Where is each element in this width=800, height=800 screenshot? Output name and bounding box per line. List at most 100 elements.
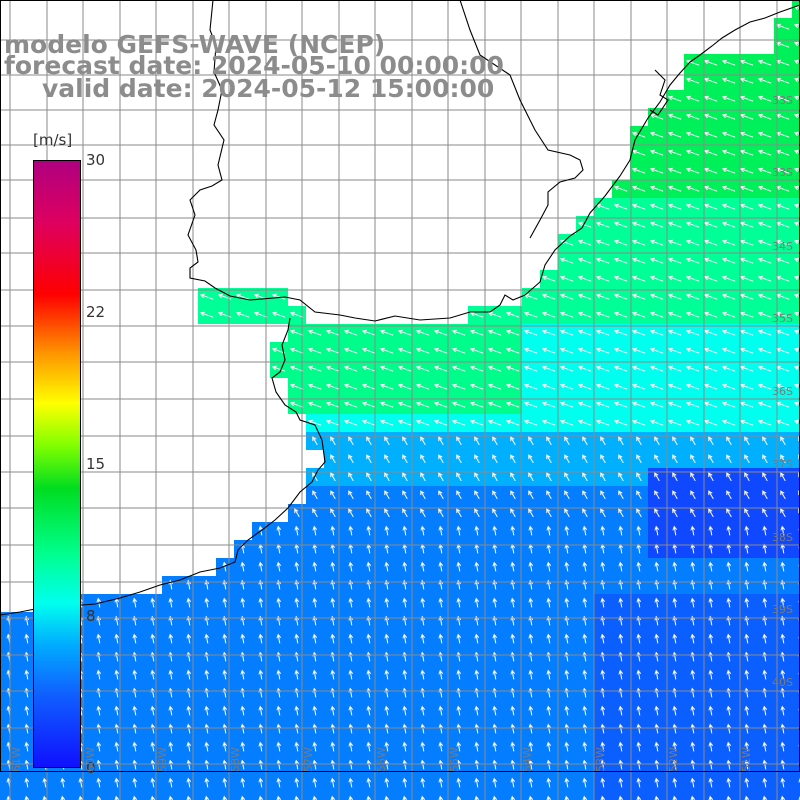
wind-arrow	[528, 597, 534, 608]
wind-arrow	[510, 508, 516, 518]
wind-arrow	[294, 597, 300, 608]
wind-arrow	[654, 759, 660, 770]
wind-arrow	[492, 525, 498, 536]
wind-arrow	[618, 633, 624, 644]
wind-arrow	[780, 472, 786, 482]
wind-arrow	[685, 149, 700, 156]
wind-cell	[594, 792, 612, 800]
wind-arrow	[685, 275, 700, 282]
wind-arrow	[541, 419, 556, 426]
wind-arrow	[690, 723, 696, 734]
lon-label-58w: 58W	[229, 747, 242, 772]
wind-arrow	[757, 167, 772, 174]
wind-arrow	[487, 347, 502, 354]
wind-arrow	[631, 365, 646, 372]
wind-arrow	[325, 365, 340, 372]
wind-arrow	[780, 759, 786, 770]
wind-arrow	[721, 149, 736, 156]
wind-arrow	[523, 419, 538, 426]
wind-arrow	[361, 347, 376, 354]
wind-arrow	[235, 311, 250, 318]
wind-arrow	[798, 795, 800, 800]
wind-arrow	[546, 633, 552, 644]
wind-arrow	[654, 454, 660, 464]
wind-arrow	[703, 59, 718, 66]
wind-arrow	[186, 723, 192, 734]
wind-arrow	[289, 311, 304, 318]
wind-arrow	[703, 239, 718, 246]
lon-label-59w: 59W	[156, 747, 169, 772]
wind-cell	[432, 792, 450, 800]
wind-cell	[270, 792, 288, 800]
wind-arrow	[330, 508, 336, 518]
wind-arrow	[258, 723, 264, 734]
wind-arrow	[384, 759, 390, 770]
wind-arrow	[631, 221, 646, 228]
wind-arrow	[721, 275, 736, 282]
wind-arrow	[667, 239, 682, 246]
lat-label-35s: 35S	[772, 312, 793, 325]
wind-arrow	[186, 669, 192, 680]
wind-arrow	[595, 329, 610, 336]
wind-arrow	[559, 293, 574, 300]
wind-arrow	[438, 436, 444, 446]
wind-arrow	[631, 401, 646, 408]
wind-arrow	[451, 365, 466, 372]
wind-arrow	[528, 525, 534, 536]
wind-cell	[36, 792, 54, 800]
wind-arrow	[726, 597, 732, 608]
wind-arrow	[721, 113, 736, 120]
wind-arrow	[762, 597, 768, 608]
wind-arrow	[582, 633, 588, 644]
wind-arrow	[613, 365, 628, 372]
wind-arrow	[60, 795, 66, 800]
wind-arrow	[168, 795, 174, 800]
wind-arrow	[703, 149, 718, 156]
wind-arrow	[546, 525, 552, 536]
wind-arrow	[595, 347, 610, 354]
wind-arrow	[294, 705, 300, 716]
wind-arrow	[114, 777, 120, 788]
wind-arrow	[690, 597, 696, 608]
wind-arrow	[379, 383, 394, 390]
wind-arrow	[762, 633, 768, 644]
wind-arrow	[618, 508, 624, 518]
wind-arrow	[312, 777, 318, 788]
wind-arrow	[96, 759, 102, 770]
wind-arrow	[433, 347, 448, 354]
wind-arrow	[366, 723, 372, 734]
wind-arrow	[636, 490, 642, 500]
wind-arrow	[271, 311, 286, 318]
wind-arrow	[721, 257, 736, 264]
wind-cell	[522, 792, 540, 800]
wind-arrow	[600, 723, 606, 734]
wind-arrow	[708, 723, 714, 734]
wind-arrow	[330, 597, 336, 608]
wind-arrow	[739, 329, 754, 336]
wind-arrow	[24, 669, 30, 680]
wind-arrow	[492, 723, 498, 734]
wind-arrow	[456, 633, 462, 644]
wind-arrow	[361, 419, 376, 426]
wind-arrow	[546, 723, 552, 734]
wind-arrow	[222, 759, 228, 770]
wind-arrow	[739, 221, 754, 228]
wind-arrow	[492, 472, 498, 482]
wind-arrow	[348, 777, 354, 788]
wind-arrow	[474, 525, 480, 536]
wind-arrow	[685, 221, 700, 228]
wind-arrow	[114, 669, 120, 680]
wind-arrow	[757, 239, 772, 246]
wind-arrow	[649, 221, 664, 228]
wind-cell	[648, 792, 666, 800]
wind-arrow	[762, 454, 768, 464]
wind-arrow	[559, 365, 574, 372]
wind-arrow	[523, 347, 538, 354]
wind-arrow	[757, 257, 772, 264]
wind-arrow	[631, 275, 646, 282]
wind-cell	[792, 306, 800, 324]
wind-arrow	[672, 454, 678, 464]
wind-arrow	[276, 633, 282, 644]
wind-arrow	[492, 490, 498, 500]
